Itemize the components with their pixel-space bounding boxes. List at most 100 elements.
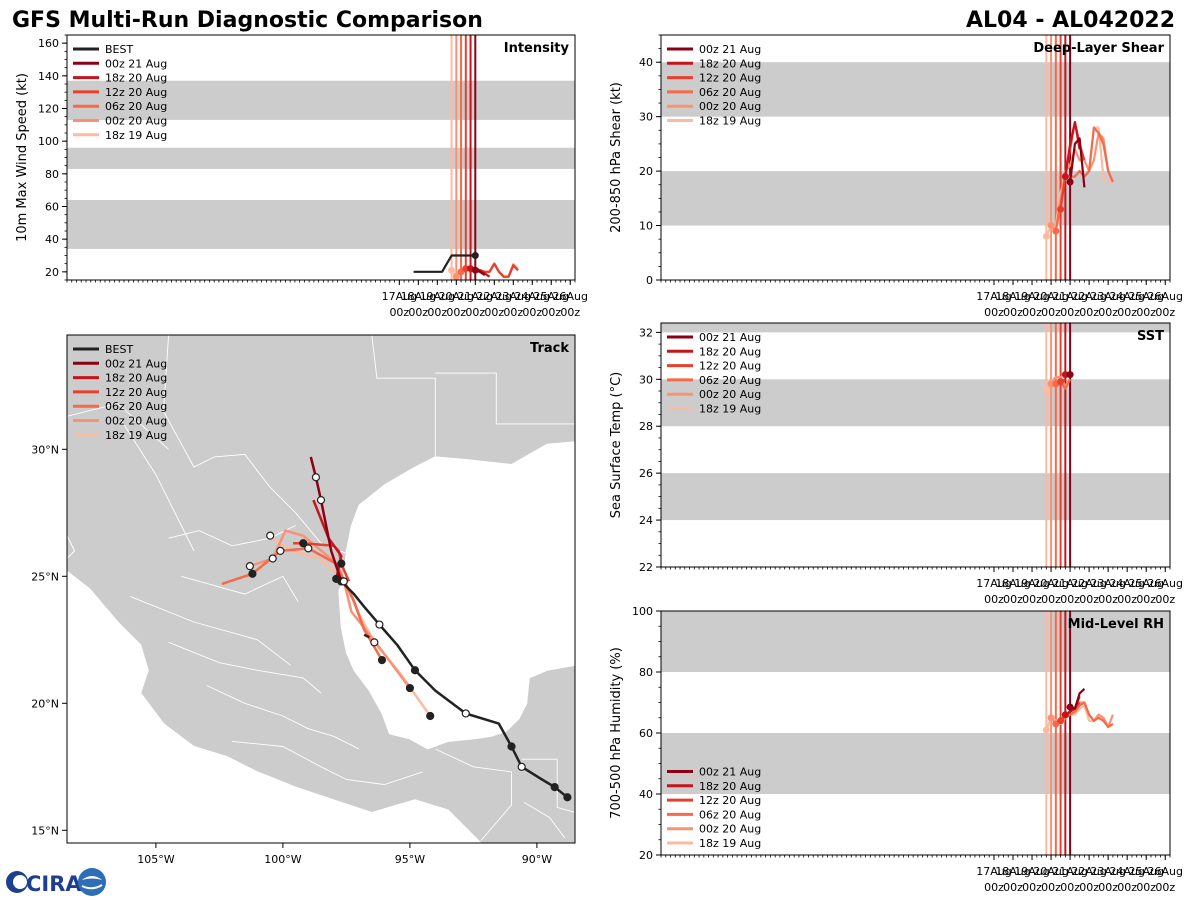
rh-marker-12z-20-aug bbox=[1057, 717, 1065, 725]
intensity-xtick-day-18: 18Aug bbox=[401, 290, 436, 303]
track-position-marker bbox=[405, 683, 414, 693]
intensity-ytick-label-100: 100 bbox=[38, 135, 59, 148]
sst-ytick-label-32: 32 bbox=[639, 326, 653, 339]
shear-panel: 0 10 20 30 40 17Aug 00z 18Aug 00z 19Aug 00z 20Aug 00… bbox=[609, 34, 1183, 319]
coast-detail bbox=[67, 535, 76, 559]
border-line-4 bbox=[119, 418, 195, 552]
sst-xtick-hour-23: 00z bbox=[1098, 593, 1118, 606]
sst-xtick-day-23: 23Aug bbox=[1090, 577, 1125, 590]
rh-xtick-day-24: 24Aug bbox=[1109, 865, 1144, 878]
shear-xtick-day-19: 19Aug bbox=[1014, 290, 1049, 303]
rh-marker-00z-20-aug bbox=[1047, 714, 1055, 722]
cira-logo-text: CIRA bbox=[26, 872, 82, 896]
rh-ytick-label-80: 80 bbox=[639, 666, 653, 679]
sst-band-2 bbox=[661, 323, 1170, 333]
rh-ytick-label-60: 60 bbox=[639, 727, 653, 740]
intensity-ytick-label-80: 80 bbox=[45, 168, 59, 181]
sst-panel-title: SST bbox=[1137, 329, 1164, 344]
track-position-marker bbox=[339, 577, 348, 586]
track-ytick-label-0: 15°N bbox=[31, 824, 59, 837]
sst-legend-label-00z-20-aug: 00z 20 Aug bbox=[699, 388, 761, 401]
sst-xtick-hour-22: 00z bbox=[1079, 593, 1099, 606]
shear-xtick-day-20: 20Aug bbox=[1033, 290, 1068, 303]
rh-xtick-day-18: 18Aug bbox=[995, 865, 1030, 878]
track-position-marker bbox=[304, 544, 313, 553]
track-line-best bbox=[363, 633, 370, 639]
track-line-06z-20-aug bbox=[221, 547, 384, 661]
shear-legend-label-18z-19-aug: 18z 19 Aug bbox=[699, 115, 761, 128]
shear-band-1 bbox=[661, 62, 1170, 117]
shear-xtick-day-18: 18Aug bbox=[995, 290, 1030, 303]
rh-legend-label-00z-21-aug: 00z 21 Aug bbox=[699, 766, 761, 779]
border-line-10 bbox=[232, 740, 423, 786]
storm-id: AL04 - AL042022 bbox=[966, 8, 1175, 33]
sst-xtick-hour-21: 00z bbox=[1060, 593, 1080, 606]
track-line-best bbox=[340, 580, 569, 799]
track-legend-label-18z-20-aug: 18z 20 Aug bbox=[105, 372, 167, 385]
shear-marker-00z-21-aug bbox=[1066, 178, 1074, 186]
shear-ytick-label-30: 30 bbox=[639, 111, 653, 124]
intensity-xtick-day-20: 20Aug bbox=[439, 290, 474, 303]
sst-band-0 bbox=[661, 473, 1170, 521]
track-xtick-label-2: 95°W bbox=[395, 853, 425, 866]
shear-xtick-hour-23: 00z bbox=[1098, 306, 1118, 319]
track-ytick-label-3: 30°N bbox=[31, 443, 59, 456]
sst-xtick-hour-17: 00z bbox=[984, 593, 1004, 606]
track-position-marker bbox=[517, 762, 526, 771]
intensity-marker-00z-21-aug bbox=[471, 266, 479, 274]
rh-band-1 bbox=[661, 611, 1170, 672]
shear-xtick-hour-20: 00z bbox=[1041, 306, 1061, 319]
intensity-panel: 20 40 60 80 100 120 140 160 17Aug 00z 18Aug 00z 19Au… bbox=[15, 34, 588, 319]
sst-ytick-label-26: 26 bbox=[639, 467, 653, 480]
intensity-legend-label-06z-20-aug: 06z 20 Aug bbox=[105, 100, 167, 113]
sst-xtick-hour-24: 00z bbox=[1117, 593, 1137, 606]
cira-logo-swoosh bbox=[81, 884, 103, 890]
sst-series-group bbox=[1042, 371, 1074, 395]
border-line-13 bbox=[523, 802, 566, 839]
shear-marker-12z-20-aug bbox=[1057, 205, 1065, 213]
intensity-y-axis-label: 10m Max Wind Speed (kt) bbox=[15, 73, 30, 242]
rh-xtick-hour-26: 00z bbox=[1155, 881, 1175, 894]
border-line-8 bbox=[168, 641, 322, 694]
shear-marker-06z-20-aug bbox=[1052, 227, 1060, 235]
rh-ytick-label-20: 20 bbox=[639, 849, 653, 862]
sst-xtick-day-21: 21Aug bbox=[1052, 577, 1087, 590]
rh-xtick-hour-25: 00z bbox=[1136, 881, 1156, 894]
shear-legend-label-12z-20-aug: 12z 20 Aug bbox=[699, 72, 761, 85]
rh-series-group bbox=[1042, 688, 1114, 734]
sst-xtick-hour-19: 00z bbox=[1022, 593, 1042, 606]
track-position-marker bbox=[426, 711, 435, 721]
shear-line-00z-21-aug bbox=[1069, 137, 1086, 188]
sst-band-1 bbox=[661, 379, 1170, 427]
shear-xtick-hour-22: 00z bbox=[1079, 306, 1099, 319]
sst-xtick-day-17: 17Aug bbox=[976, 577, 1011, 590]
intensity-marker-18z-19-aug bbox=[448, 266, 456, 274]
shear-line-18z-20-aug bbox=[1064, 120, 1081, 177]
intensity-xtick-hour-20: 00z bbox=[446, 306, 466, 319]
shear-marker-00z-20-aug bbox=[1047, 222, 1055, 230]
shear-ytick-label-40: 40 bbox=[639, 56, 653, 69]
intensity-legend-label-18z-20-aug: 18z 20 Aug bbox=[105, 72, 167, 85]
shear-legend-label-18z-20-aug: 18z 20 Aug bbox=[699, 57, 761, 70]
track-position-marker bbox=[370, 638, 379, 647]
sst-xtick-hour-25: 00z bbox=[1136, 593, 1156, 606]
track-legend-label-best: BEST bbox=[105, 343, 133, 356]
rh-marker-18z-19-aug bbox=[1042, 726, 1050, 734]
rh-ytick-label-100: 100 bbox=[632, 605, 653, 618]
track-legend-label-06z-20-aug: 06z 20 Aug bbox=[105, 400, 167, 413]
intensity-legend-label-12z-20-aug: 12z 20 Aug bbox=[105, 86, 167, 99]
rh-xtick-hour-23: 00z bbox=[1098, 881, 1118, 894]
intensity-xtick-day-23: 23Aug bbox=[496, 290, 531, 303]
shear-ytick-label-20: 20 bbox=[639, 165, 653, 178]
rh-xtick-day-20: 20Aug bbox=[1033, 865, 1068, 878]
rh-xtick-hour-22: 00z bbox=[1079, 881, 1099, 894]
intensity-ytick-label-60: 60 bbox=[45, 201, 59, 214]
rh-xtick-hour-19: 00z bbox=[1022, 881, 1042, 894]
intensity-xtick-day-25: 25Aug bbox=[534, 290, 569, 303]
intensity-xtick-day-21: 21Aug bbox=[458, 290, 493, 303]
track-map-group bbox=[67, 335, 575, 843]
sst-xtick-hour-26: 00z bbox=[1155, 593, 1175, 606]
shear-series-group bbox=[1042, 120, 1114, 240]
border-line-12 bbox=[556, 759, 575, 813]
